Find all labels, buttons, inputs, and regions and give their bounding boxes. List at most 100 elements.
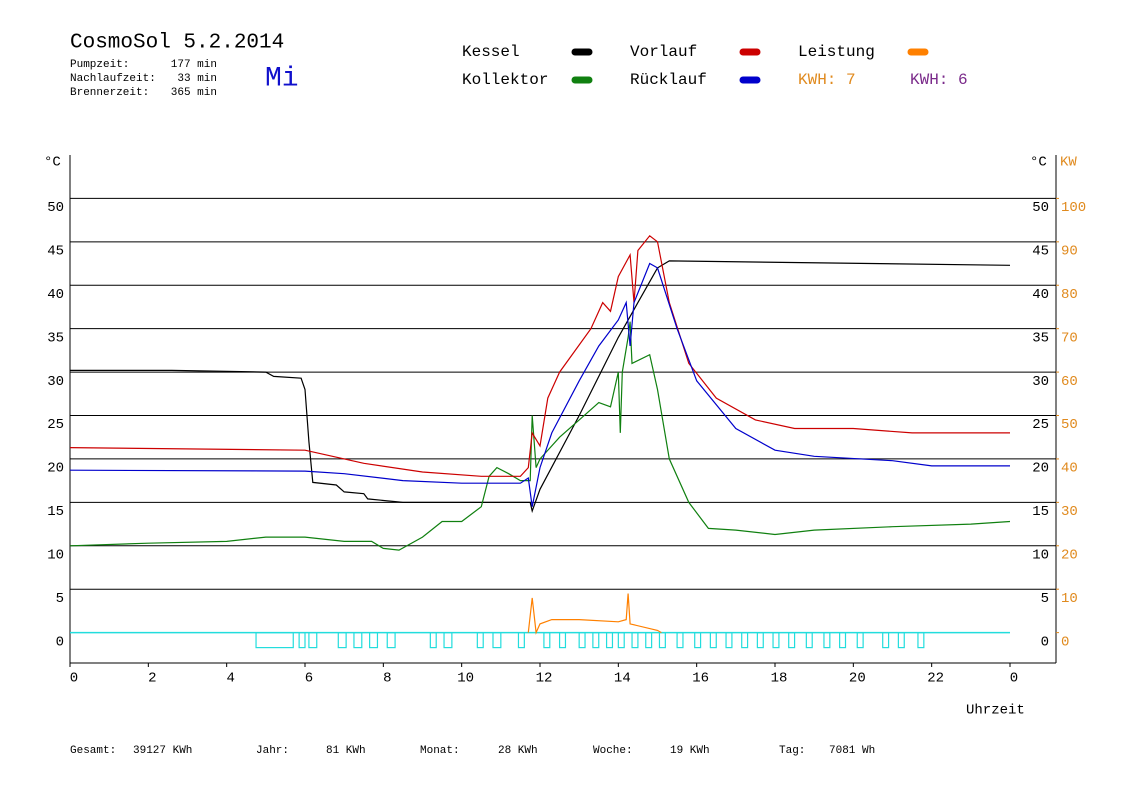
footer-value: 39127 KWh xyxy=(133,745,192,757)
pump-interval xyxy=(645,632,653,649)
pump-interval xyxy=(592,632,600,649)
y-tick-label: 40 xyxy=(47,287,64,303)
footer-value: 28 KWh xyxy=(498,745,538,757)
y-axis-label-right: °C xyxy=(1030,155,1047,171)
series-line xyxy=(527,593,662,635)
y-axis-label: °C xyxy=(44,155,61,171)
x-tick-label: 14 xyxy=(614,671,631,687)
y-tick-label-right: 50 xyxy=(1032,200,1049,216)
pump-interval xyxy=(725,632,733,649)
y-tick-label: 30 xyxy=(47,374,64,390)
y-tick-label-right: 20 xyxy=(1032,461,1049,477)
y-tick-label-right: 15 xyxy=(1032,504,1049,520)
stat-label: Nachlaufzeit: xyxy=(70,73,156,85)
series-line xyxy=(70,260,1011,514)
y-tick-label: 5 xyxy=(56,591,64,607)
pump-interval xyxy=(617,632,625,649)
pump-interval xyxy=(476,632,484,649)
x-tick-label: 18 xyxy=(771,671,788,687)
x-tick-label: 22 xyxy=(927,671,944,687)
y-tick-label-right: 25 xyxy=(1032,417,1049,433)
y-tick-label-right: 45 xyxy=(1032,244,1049,260)
footer-value: 81 KWh xyxy=(326,745,366,757)
pump-interval xyxy=(353,632,363,649)
y2-tick-label: 80 xyxy=(1061,287,1078,303)
footer-label: Monat: xyxy=(420,745,460,757)
y-tick-label-right: 40 xyxy=(1032,287,1049,303)
y2-tick-label: 0 xyxy=(1061,634,1069,650)
pump-interval xyxy=(429,632,437,649)
y-tick-label-right: 10 xyxy=(1032,547,1049,563)
y2-tick-label: 10 xyxy=(1061,591,1078,607)
legend-label: Leistung xyxy=(798,43,875,61)
series-line xyxy=(69,321,1011,551)
footer-label: Gesamt: xyxy=(70,745,116,757)
pump-interval xyxy=(709,632,717,649)
pump-interval xyxy=(298,632,306,649)
legend-label: Kessel xyxy=(462,43,520,61)
footer-label: Woche: xyxy=(593,745,633,757)
x-tick-label: 8 xyxy=(383,671,391,687)
y-tick-label: 15 xyxy=(47,504,64,520)
pump-interval xyxy=(756,632,764,649)
pump-interval xyxy=(517,632,525,649)
y-tick-label-right: 35 xyxy=(1032,330,1049,346)
footer-value: 19 KWh xyxy=(670,745,710,757)
pump-interval xyxy=(823,632,831,649)
stat-value: 365 min xyxy=(171,87,217,99)
y-tick-label-right: 30 xyxy=(1032,374,1049,390)
pump-interval xyxy=(772,632,780,649)
y2-tick-label: 90 xyxy=(1061,244,1078,260)
x-axis-label: Uhrzeit xyxy=(966,703,1025,719)
kwh-label: KWH: 7 xyxy=(798,71,856,89)
legend-label: Vorlauf xyxy=(630,43,697,61)
footer-label: Jahr: xyxy=(256,745,289,757)
pump-interval xyxy=(676,632,684,649)
pump-interval xyxy=(631,632,639,649)
x-tick-label: 4 xyxy=(226,671,234,687)
pump-interval xyxy=(255,632,294,649)
legend-label: Kollektor xyxy=(462,71,548,89)
pump-interval xyxy=(369,632,379,649)
x-tick-label: 12 xyxy=(536,671,553,687)
y-tick-label: 25 xyxy=(47,417,64,433)
pump-interval xyxy=(443,632,453,649)
pump-interval xyxy=(788,632,796,649)
series-line xyxy=(69,234,1010,477)
y-tick-label: 0 xyxy=(56,634,64,650)
pump-interval xyxy=(856,632,864,649)
y2-axis-label: KW xyxy=(1060,155,1077,171)
pump-interval xyxy=(897,632,905,649)
pump-interval xyxy=(578,632,586,649)
pump-interval xyxy=(308,632,318,649)
x-tick-label: 2 xyxy=(148,671,156,687)
stat-label: Brennerzeit: xyxy=(70,87,149,99)
pump-interval xyxy=(605,632,614,649)
pump-interval xyxy=(492,632,502,649)
pump-interval xyxy=(882,632,890,649)
y2-tick-label: 100 xyxy=(1061,200,1086,216)
pump-interval xyxy=(805,632,813,649)
pump-interval xyxy=(337,632,347,649)
pump-interval xyxy=(558,632,567,649)
pump-interval xyxy=(741,632,749,649)
pump-interval xyxy=(543,632,551,649)
x-tick-label: 6 xyxy=(305,671,313,687)
x-tick-label: 0 xyxy=(70,671,78,687)
y2-tick-label: 50 xyxy=(1061,417,1078,433)
y2-tick-label: 20 xyxy=(1061,547,1078,563)
stat-label: Pumpzeit: xyxy=(70,59,129,71)
legend-label: Rücklauf xyxy=(630,71,707,89)
y2-tick-label: 70 xyxy=(1061,330,1078,346)
footer-value: 7081 Wh xyxy=(829,745,875,757)
x-tick-label: 20 xyxy=(849,671,866,687)
stat-value: 177 min xyxy=(171,59,217,71)
y-tick-label: 45 xyxy=(47,244,64,260)
y-tick-label: 50 xyxy=(47,200,64,216)
x-tick-label: 0 xyxy=(1010,671,1018,687)
pump-interval xyxy=(917,632,925,649)
pump-interval xyxy=(839,632,847,649)
y2-tick-label: 30 xyxy=(1061,504,1078,520)
